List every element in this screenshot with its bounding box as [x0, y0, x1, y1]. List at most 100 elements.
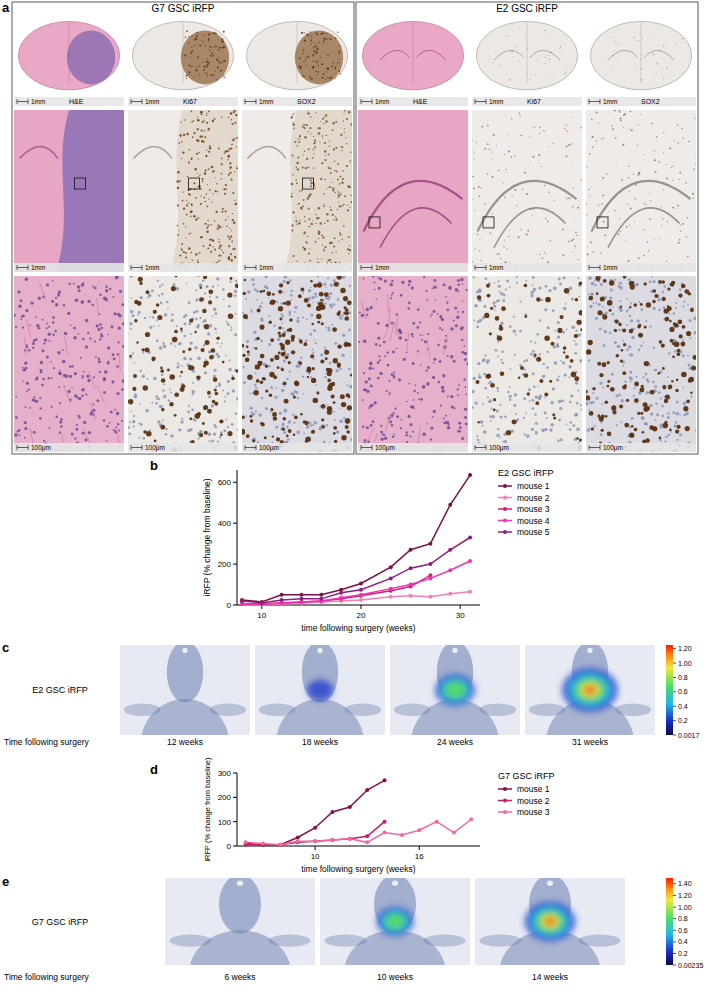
scale-bar [589, 101, 600, 102]
cell [92, 286, 94, 288]
scale-bar [361, 101, 372, 102]
cell [161, 373, 163, 375]
cell [175, 276, 178, 278]
cell [55, 303, 58, 306]
cell [215, 426, 218, 429]
cell [113, 357, 116, 360]
cell [548, 39, 550, 41]
cell [24, 421, 27, 424]
cell [345, 341, 347, 343]
cell [180, 387, 185, 392]
cell [71, 365, 74, 368]
cell [345, 137, 346, 138]
cell [116, 392, 119, 395]
cell [256, 299, 258, 301]
cell [77, 285, 81, 289]
cell [172, 283, 175, 286]
cell [230, 277, 233, 280]
caption-strip [14, 97, 124, 106]
cell [52, 321, 55, 324]
cell [46, 323, 48, 325]
cell [310, 280, 313, 283]
cell [197, 119, 199, 121]
cell [286, 281, 289, 284]
scale-bar [256, 265, 257, 270]
cell [333, 219, 334, 220]
cell [266, 286, 269, 289]
cell [169, 374, 175, 380]
cell [270, 300, 275, 305]
cell [292, 123, 294, 125]
cell [350, 201, 352, 203]
cell [260, 290, 263, 293]
cell [323, 40, 325, 42]
cell [38, 297, 41, 300]
cell [188, 322, 191, 325]
cell [307, 167, 309, 169]
cell [527, 230, 529, 232]
cell [214, 312, 217, 315]
cell [138, 277, 143, 282]
cell [663, 77, 664, 78]
cell [318, 127, 320, 129]
cell [286, 426, 289, 429]
cell [304, 40, 306, 42]
cell [139, 404, 141, 406]
cell [327, 368, 332, 373]
cell [318, 238, 319, 239]
cell [292, 174, 294, 176]
cell [98, 360, 101, 363]
cell [157, 420, 161, 424]
cell [242, 312, 244, 314]
cell [330, 172, 332, 174]
cell [336, 369, 339, 372]
cell [283, 280, 286, 283]
cell [224, 193, 226, 195]
cell [201, 140, 203, 142]
cell [207, 391, 211, 395]
cell [235, 313, 237, 315]
tumor-region [170, 110, 238, 272]
cell [313, 149, 315, 151]
cell [234, 138, 235, 139]
hippocampus [380, 208, 452, 248]
cell [663, 46, 664, 47]
cell [319, 233, 321, 235]
cell [250, 309, 252, 311]
cell [190, 233, 191, 234]
cell [69, 283, 71, 285]
cell [312, 66, 314, 68]
cell [327, 406, 332, 411]
scale-bar [475, 99, 476, 104]
brain-section [590, 21, 691, 89]
cell [349, 207, 350, 208]
cell [78, 415, 80, 417]
cell [333, 148, 335, 150]
cell [218, 49, 220, 51]
cell [17, 290, 20, 293]
cell [197, 128, 199, 130]
cell [350, 162, 351, 163]
cell [170, 434, 173, 437]
cell [180, 134, 182, 136]
cell [39, 417, 42, 420]
cell [231, 179, 233, 181]
cell [312, 424, 314, 426]
cell [351, 123, 352, 126]
scale-bar [245, 447, 256, 448]
cell [152, 316, 154, 318]
cell [222, 389, 224, 391]
cell [579, 203, 581, 205]
cell [164, 313, 168, 317]
cell [328, 329, 331, 332]
cell [179, 254, 181, 256]
cell [335, 251, 336, 252]
cell [41, 349, 44, 352]
cell [219, 241, 221, 243]
cell [219, 245, 221, 247]
cell [174, 345, 176, 347]
cell [280, 343, 284, 347]
cell [318, 60, 319, 61]
panel-label: c [2, 640, 9, 655]
cell [236, 202, 237, 203]
